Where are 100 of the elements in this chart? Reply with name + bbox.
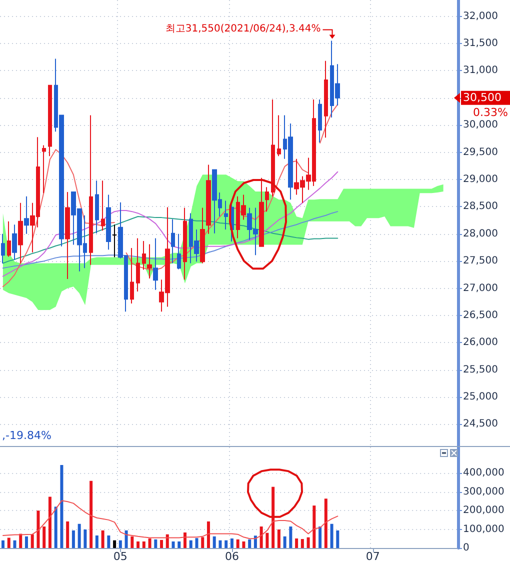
bar [154,539,158,548]
bar [24,536,28,548]
bar [113,540,116,548]
y-tick-label: 0 [463,542,470,554]
y-tick-label: 27,000 [463,282,498,294]
candlestick [136,238,140,292]
candlestick [42,144,46,194]
bar [318,526,322,548]
bar [2,540,4,548]
bar [272,486,275,548]
candlestick [142,240,146,270]
x-tick-label: 05 [113,550,128,563]
line-series [2,171,338,277]
candlestick [153,238,158,290]
y-tick-label: 29,000 [463,174,498,185]
bar [118,540,122,548]
annotation: 최고31,550(2021/06/24),3.44% [165,23,321,34]
bar [95,535,98,548]
y-tick-label: 26,000 [463,337,498,348]
bar [189,540,192,548]
bar [195,538,198,548]
bar [336,530,340,548]
candlestick [101,180,105,232]
annotation: ,-19.84% [2,429,52,442]
bar [84,529,87,548]
candlestick [12,224,17,260]
bar [148,538,152,548]
bar [78,524,81,548]
bar [72,530,75,548]
bar [218,540,222,548]
bar [266,532,269,548]
candlestick [89,114,93,266]
candlestick [177,233,181,270]
candlestick [183,207,187,280]
bar [30,534,34,548]
candlestick [265,186,269,212]
candlestick [106,194,111,250]
y-tick-label: 100,000 [463,524,504,535]
y-tick-label: 32,000 [463,10,498,22]
candlestick [224,200,228,230]
candlestick [277,114,281,157]
bar [330,524,334,548]
y-tick-label: 31,500 [463,38,498,50]
text: 30,500 [463,90,502,104]
bar [54,506,58,548]
bar [201,537,204,548]
y-tick-label: 28,500 [463,201,498,212]
y-tick-label: 300,000 [463,486,504,498]
bar [36,510,40,548]
bar [166,534,169,548]
bar [19,534,22,548]
candlestick [7,220,11,258]
bar [124,530,128,548]
bar [324,498,328,548]
bar [260,526,263,548]
candlestick [48,84,52,157]
candlestick [95,180,99,234]
bar [236,539,240,548]
candlestick [18,202,23,264]
bar [277,529,280,548]
y-tick-label: 24,500 [463,418,498,430]
x-tick-label: 06 [224,550,239,563]
y-tick-label: 31,000 [463,65,498,76]
y-tick-label: 400,000 [463,468,504,479]
bar [289,526,292,548]
bar [184,532,186,548]
candlestick [1,233,5,264]
candlestick [271,99,275,197]
bar [283,536,286,548]
bar [130,536,134,548]
bar [172,541,175,548]
bar [142,541,146,548]
x-tick-label: 07 [366,550,380,563]
bar [42,526,46,548]
candlestick [24,196,29,234]
bar [178,541,181,548]
bar [242,541,246,548]
candlestick [259,177,264,247]
candlestick [206,164,211,234]
line-series [2,500,338,540]
bar [212,536,216,548]
bar [90,480,93,548]
candlestick [200,207,205,264]
y-tick-label: 25,500 [463,364,498,376]
bar [101,530,104,548]
bar [7,538,10,548]
bar [13,540,16,548]
bar [206,521,210,548]
bar [248,539,252,548]
y-tick-label: 27,500 [463,256,498,267]
y-tick-label: 30,000 [463,120,498,131]
y-tick-label: 25,000 [463,392,498,403]
y-tick-label: 29,500 [463,146,498,158]
text: 0.33% [473,106,508,119]
candlestick [65,192,70,280]
bar [295,538,298,548]
candlestick [318,99,322,143]
bar [136,541,140,548]
bar [312,506,316,548]
bar [224,540,228,548]
